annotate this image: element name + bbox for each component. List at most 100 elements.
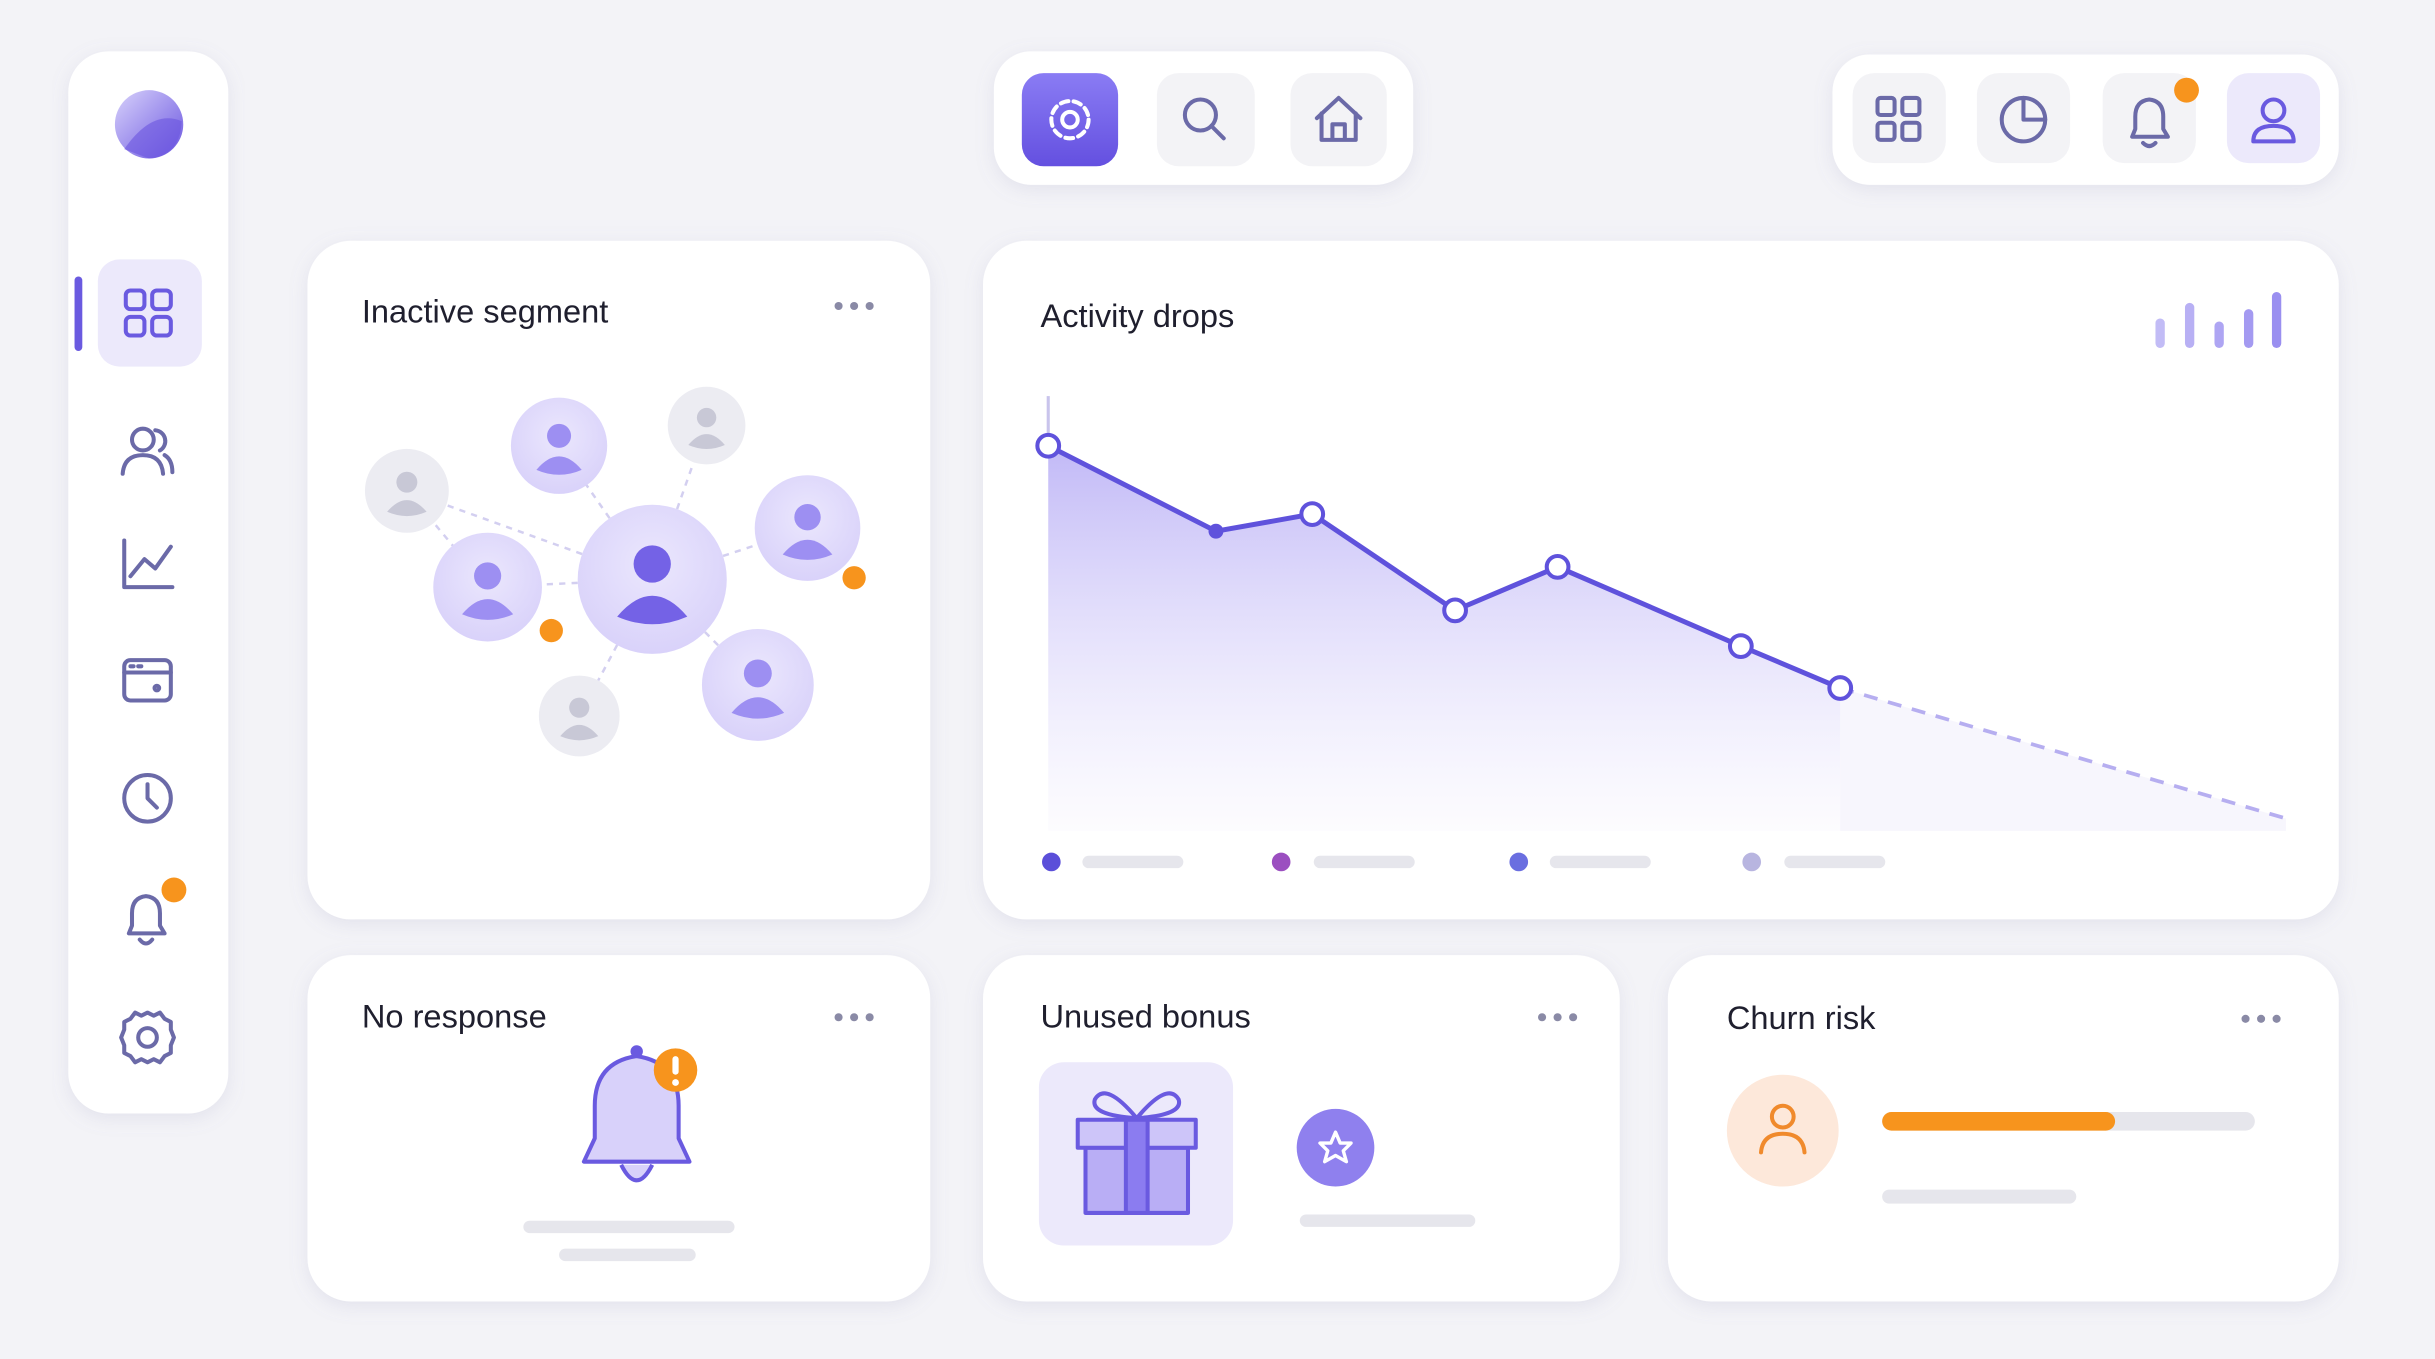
network-node: [782, 539, 833, 560]
card-title: Churn risk: [1727, 999, 1876, 1036]
home-icon: [1314, 95, 1363, 142]
chart-point: [1544, 554, 1571, 580]
menu-button[interactable]: [865, 301, 874, 311]
profile-icon: [2251, 123, 2296, 144]
menu-button[interactable]: [834, 301, 874, 311]
settings-button[interactable]: [1021, 73, 1119, 167]
notification-badge: [2174, 77, 2199, 103]
menu-button[interactable]: [865, 1013, 874, 1022]
chart-area: [1048, 445, 1841, 831]
chart-icon[interactable]: [2184, 302, 2195, 348]
nav-history[interactable]: [145, 782, 159, 810]
menu-button[interactable]: [2257, 1014, 2266, 1023]
toolbar: [1832, 54, 2339, 185]
chart-legend: [1742, 852, 1762, 872]
sidebar: [97, 259, 202, 367]
settings-icon: [1060, 109, 1080, 130]
nav-calendar[interactable]: [122, 664, 173, 675]
reports-icon: [1999, 95, 2048, 144]
nav-settings[interactable]: [119, 1010, 176, 1065]
chart-legend: [1082, 855, 1184, 869]
apps-button[interactable]: [1852, 73, 1946, 164]
card-title: Inactive segment: [362, 292, 609, 329]
sidebar: [74, 276, 83, 352]
chart-icon[interactable]: [2155, 292, 2282, 348]
menu-button[interactable]: [850, 301, 859, 311]
home-button[interactable]: [1290, 73, 1387, 167]
apps-icon: [1900, 120, 1922, 142]
apps-icon: [1875, 95, 1897, 118]
bell-illustration: [619, 1163, 655, 1183]
chart-point: [1299, 501, 1326, 528]
chart-point: [1442, 597, 1468, 624]
nav-analytics[interactable]: [128, 544, 173, 579]
user-icon: [1759, 1131, 1807, 1155]
nav-calendar[interactable]: [122, 658, 173, 703]
nav-dashboard[interactable]: [150, 314, 173, 338]
chart-forecast: [1839, 686, 2287, 821]
nav-users[interactable]: [120, 426, 175, 476]
network-node: [364, 386, 861, 757]
nav-users[interactable]: [120, 453, 166, 476]
nav-dashboard[interactable]: [150, 288, 173, 312]
chart-icon[interactable]: [2155, 318, 2165, 348]
search-button[interactable]: [1156, 73, 1255, 167]
menu-button[interactable]: [2241, 1014, 2250, 1023]
user-icon: [1759, 1103, 1807, 1155]
network-node: [396, 471, 418, 493]
menu-button[interactable]: [2241, 1014, 2281, 1023]
nav-calendar[interactable]: [152, 683, 162, 693]
network-node: [633, 545, 671, 583]
menu-button[interactable]: [1538, 1013, 1578, 1022]
alerts-icon: [2130, 97, 2170, 149]
nav-notifications[interactable]: [137, 937, 155, 946]
nav-users[interactable]: [129, 426, 156, 453]
chart-icon[interactable]: [2243, 309, 2254, 348]
apps-icon: [1900, 95, 1922, 118]
placeholder-line: [559, 1248, 696, 1262]
nav-history[interactable]: [122, 772, 173, 824]
search-icon: [1209, 123, 1226, 141]
chart-legend: [1549, 855, 1651, 869]
nav-notifications[interactable]: [126, 894, 167, 946]
alerts-button[interactable]: [2102, 73, 2196, 164]
nav-dashboard[interactable]: [123, 314, 147, 338]
nav-settings[interactable]: [136, 1026, 159, 1049]
profile-button[interactable]: [2226, 73, 2321, 164]
alerts-icon: [2130, 97, 2170, 139]
menu-button[interactable]: [834, 1013, 874, 1022]
status-dot: [842, 566, 866, 590]
nav-analytics[interactable]: [122, 538, 175, 590]
network-links: [405, 425, 808, 717]
menu-button[interactable]: [1538, 1013, 1547, 1022]
bell-illustration: [630, 1045, 643, 1058]
menu-button[interactable]: [1569, 1013, 1578, 1022]
menu-button[interactable]: [850, 1013, 859, 1022]
nav-users[interactable]: [153, 428, 175, 475]
chart-point: [1727, 633, 1754, 660]
nav-history[interactable]: [122, 772, 173, 824]
network-node: [462, 599, 514, 620]
nav-notifications[interactable]: [126, 894, 167, 936]
chart-point: [1035, 432, 1854, 701]
nav-settings[interactable]: [119, 1010, 176, 1065]
chart-legend: [1042, 852, 1886, 872]
sidebar: [68, 51, 229, 1114]
network-node: [743, 659, 772, 688]
menu-button[interactable]: [834, 1013, 843, 1022]
nav-dashboard[interactable]: [123, 288, 147, 312]
nav-analytics[interactable]: [122, 538, 175, 590]
chart-icon[interactable]: [2214, 321, 2224, 348]
card-title: Unused bonus: [1040, 997, 1250, 1034]
menu-button[interactable]: [1553, 1013, 1562, 1022]
nav-dashboard[interactable]: [123, 288, 173, 338]
apps-icon: [1875, 95, 1922, 142]
nav-calendar[interactable]: [122, 658, 173, 703]
chart-icon[interactable]: [2271, 292, 2282, 348]
reports-icon: [2021, 95, 2048, 122]
menu-button[interactable]: [2272, 1014, 2281, 1023]
menu-button[interactable]: [834, 301, 843, 311]
chart-legend: [1271, 852, 1291, 872]
user-avatar: [1726, 1074, 1839, 1187]
network-node: [387, 500, 427, 517]
